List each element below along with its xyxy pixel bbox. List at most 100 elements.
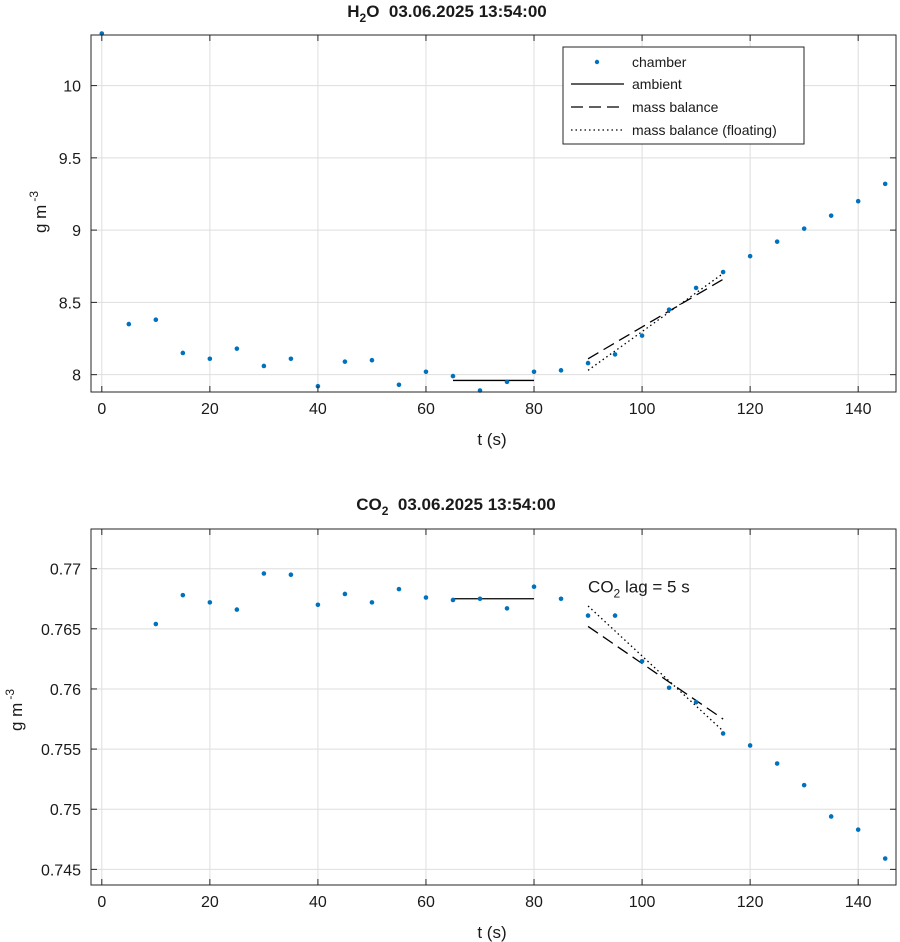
x-tick-label: 40	[309, 894, 327, 911]
x-tick-label: 80	[525, 894, 543, 911]
chamber-point	[315, 602, 321, 608]
chamber-point	[153, 317, 159, 323]
h2o-plot-frame	[90, 34, 897, 393]
y-tick-label: 0.75	[50, 802, 81, 819]
h2o-chamber-points	[99, 31, 888, 393]
x-tick-label: 20	[201, 894, 219, 911]
chamber-point	[531, 369, 537, 375]
chamber-point	[153, 621, 159, 627]
h2o-y-label: g m-3	[27, 191, 50, 233]
chamber-point	[234, 346, 240, 351]
chamber-point	[450, 373, 456, 379]
chamber-point	[477, 596, 483, 602]
h2o-panel: H2O 03.06.2025 13:54:00 0 20 40 60 80 100 120 1…	[27, 2, 897, 449]
legend-chamber-label: chamber	[632, 54, 687, 70]
x-tick-label: 120	[737, 401, 764, 418]
co2-plot-frame	[90, 528, 897, 886]
chamber-point	[585, 360, 591, 366]
chamber-point	[261, 571, 267, 576]
x-tick-label: 140	[845, 894, 872, 911]
chamber-point	[450, 597, 456, 603]
y-tick-label: 10	[63, 79, 81, 96]
x-tick-label: 120	[737, 894, 764, 911]
chamber-point	[261, 363, 267, 369]
chamber-point	[720, 731, 726, 736]
chamber-point	[639, 333, 645, 338]
chamber-point	[126, 321, 132, 327]
mass-balance-floating-line	[587, 272, 724, 371]
chamber-point	[531, 584, 537, 590]
x-tick-label: 140	[845, 401, 872, 418]
chamber-point	[828, 814, 834, 819]
chamber-point	[693, 699, 699, 705]
chamber-point	[585, 613, 591, 618]
x-tick-label: 100	[629, 401, 656, 418]
y-tick-label: 9.5	[59, 151, 81, 168]
chamber-point	[342, 359, 348, 364]
x-tick-label: 0	[97, 401, 106, 418]
chamber-point	[882, 856, 888, 861]
legend-box	[562, 46, 805, 145]
y-tick-label: 8	[72, 368, 81, 385]
chamber-point	[288, 572, 294, 578]
x-tick-label: 60	[417, 894, 435, 911]
h2o-y-ticks: 8 8.5 9 9.5 10	[59, 79, 896, 385]
chamber-point	[666, 307, 672, 312]
co2-chamber-points	[153, 571, 888, 861]
x-tick-label: 60	[417, 401, 435, 418]
h2o-x-ticks: 0 20 40 60 80 100 120 140	[97, 35, 872, 418]
chamber-point	[396, 382, 402, 388]
mass-balance-line	[587, 278, 724, 360]
x-tick-label: 20	[201, 401, 219, 418]
y-tick-label: 8.5	[59, 295, 81, 312]
chamber-point	[693, 285, 699, 291]
chamber-point	[396, 586, 402, 592]
co2-x-label: t (s)	[477, 923, 506, 942]
co2-lag-annotation: CO2 lag = 5 s	[588, 578, 690, 601]
co2-grid	[91, 529, 896, 885]
chamber-point	[639, 658, 645, 664]
x-tick-label: 80	[525, 401, 543, 418]
co2-title: CO2 03.06.2025 13:54:00	[356, 495, 556, 518]
h2o-legend: chamber ambient mass balance mass balanc…	[562, 46, 805, 145]
y-tick-label: 0.765	[41, 622, 81, 639]
legend-chamber-marker	[594, 59, 600, 65]
chamber-point	[801, 226, 807, 231]
chamber-point	[423, 595, 429, 600]
co2-x-ticks: 0 20 40 60 80 100 120 140	[97, 529, 872, 911]
chamber-point	[666, 685, 672, 691]
chamber-point	[747, 253, 753, 259]
co2-y-ticks: 0.745 0.75 0.755 0.76 0.765 0.77	[41, 562, 896, 879]
chamber-point	[234, 607, 240, 612]
chamber-point	[207, 356, 213, 362]
y-tick-label: 9	[72, 223, 81, 240]
x-tick-label: 100	[629, 894, 656, 911]
chamber-point	[828, 213, 834, 218]
legend-ambient-label: ambient	[632, 76, 682, 92]
chamber-point	[855, 827, 861, 832]
chamber-point	[504, 606, 510, 611]
legend-mass-balance-floating-label: mass balance (floating)	[632, 122, 777, 138]
x-tick-label: 40	[309, 401, 327, 418]
chamber-point	[747, 743, 753, 748]
chamber-point	[882, 181, 888, 187]
h2o-fit-lines	[452, 272, 724, 382]
h2o-title: H2O 03.06.2025 13:54:00	[347, 2, 547, 25]
chamber-point	[801, 782, 807, 788]
chamber-point	[612, 613, 618, 618]
chamber-point	[558, 368, 564, 373]
chamber-point	[720, 269, 726, 275]
co2-y-label: g m-3	[3, 689, 26, 731]
chamber-point	[558, 596, 564, 602]
chamber-point	[369, 357, 375, 363]
chamber-point	[369, 600, 375, 605]
chamber-point	[504, 379, 510, 385]
chamber-point	[423, 369, 429, 375]
y-tick-label: 0.77	[50, 562, 81, 579]
chamber-point	[342, 591, 348, 597]
chamber-point	[207, 600, 213, 605]
y-tick-label: 0.745	[41, 862, 81, 879]
h2o-x-label: t (s)	[477, 430, 506, 449]
mass-balance-line	[587, 625, 724, 720]
